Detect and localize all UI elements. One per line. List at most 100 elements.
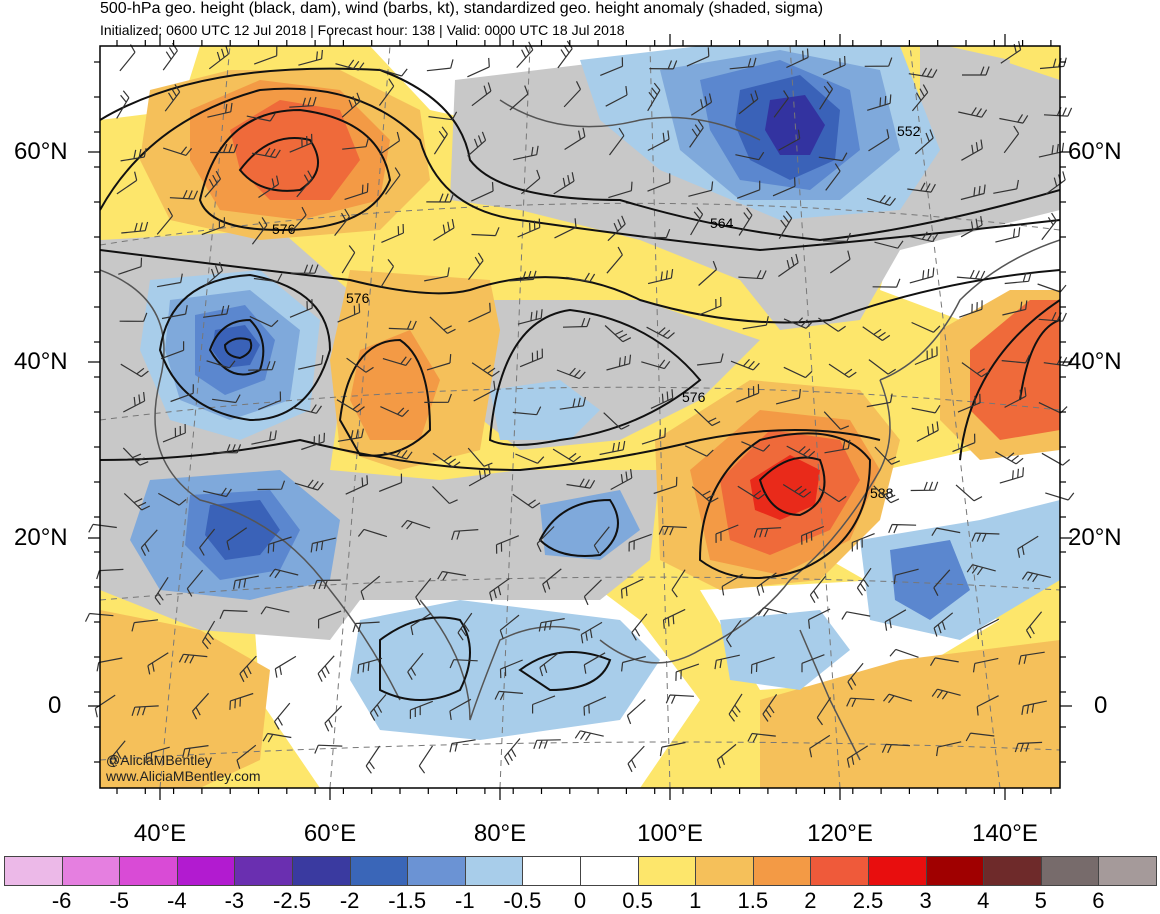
wind-barb: [388, 320, 417, 330]
wind-barb: [161, 305, 188, 320]
wind-barb: [357, 657, 383, 674]
wind-barb: [289, 299, 313, 318]
lon-label: 40°E: [133, 820, 187, 847]
wind-barb: [966, 564, 996, 576]
wind-barb: [809, 734, 831, 758]
lat-label-right: 60°N: [1068, 138, 1122, 165]
wind-barb: [246, 113, 276, 122]
wind-barb: [665, 694, 694, 704]
wind-barb: [415, 578, 432, 606]
wind-barb: [603, 412, 630, 430]
map-field: [100, 46, 1060, 788]
wind-barb: [583, 696, 607, 716]
wind-barb: [738, 269, 767, 280]
wind-barb: [736, 180, 761, 199]
wind-barb: [647, 130, 670, 152]
wind-barb: [378, 68, 408, 77]
wind-barb: [341, 245, 356, 274]
wind-barb: [433, 126, 448, 155]
wind-barb: [911, 84, 929, 112]
wind-barb: [345, 475, 369, 495]
wind-barb: [342, 137, 369, 150]
wind-barb: [868, 129, 890, 152]
wind-barb: [846, 745, 869, 768]
colorbar-swatch: [810, 856, 869, 886]
wind-barb: [424, 267, 450, 282]
wind-barb: [257, 480, 286, 491]
wind-barb: [169, 189, 199, 200]
wind-barb: [346, 357, 374, 373]
lat-label-right: 40°N: [1068, 348, 1122, 375]
wind-barb: [782, 483, 812, 498]
wind-barb: [911, 404, 941, 414]
wind-barb: [965, 732, 995, 742]
wind-barb: [933, 569, 951, 596]
wind-barb: [1038, 311, 1067, 322]
colorbar-swatch: [4, 856, 63, 886]
wind-barb: [337, 428, 364, 442]
wind-barb: [471, 362, 500, 377]
wind-barb: [122, 447, 149, 466]
wind-barb: [583, 579, 602, 606]
wind-barb: [959, 300, 983, 318]
wind-barb: [976, 695, 999, 716]
wind-barb: [914, 346, 938, 366]
wind-barb: [741, 441, 771, 452]
wind-barb: [432, 452, 461, 468]
wind-barb: [730, 358, 760, 371]
wind-barb: [145, 746, 170, 763]
wind-barb: [553, 172, 575, 195]
wind-barb: [641, 427, 666, 445]
wind-barb: [691, 486, 719, 503]
wind-barb: [426, 354, 452, 371]
masked-land: [920, 46, 1010, 200]
wind-barb: [884, 609, 907, 631]
anomaly-pos-2-5: [750, 455, 820, 520]
wind-barb: [334, 208, 350, 236]
wind-barb: [778, 253, 799, 277]
wind-barb: [88, 523, 117, 533]
wind-barb: [119, 312, 148, 322]
wind-barb: [429, 316, 456, 334]
wind-barb: [914, 129, 934, 155]
wind-barb: [559, 396, 586, 410]
wind-barb: [864, 57, 893, 67]
wind-barb: [409, 700, 434, 719]
wind-barb: [828, 363, 857, 378]
wind-barb: [608, 181, 633, 199]
wind-barb: [451, 529, 479, 541]
wind-barb: [697, 353, 724, 366]
wind-barb: [783, 317, 813, 329]
wind-barb: [202, 487, 232, 498]
wind-barb: [999, 114, 1029, 124]
wind-barb: [199, 528, 216, 556]
wind-barb: [203, 305, 230, 318]
wind-barb: [909, 267, 935, 284]
wind-barb: [296, 170, 313, 198]
wind-barb: [292, 404, 322, 414]
wind-barb: [866, 393, 893, 408]
wind-barb: [401, 519, 431, 530]
wind-barb: [267, 536, 292, 554]
colorbar-swatch: [407, 856, 466, 886]
wind-barb: [249, 315, 279, 328]
colorbar-label: -4: [167, 888, 187, 913]
wind-barb: [725, 619, 742, 648]
wind-barb: [933, 612, 954, 637]
wind-barb: [360, 575, 381, 600]
wind-barb: [313, 579, 341, 590]
wind-barb: [248, 360, 276, 371]
wind-barb: [783, 366, 813, 379]
wind-barb: [721, 573, 744, 596]
wind-barb: [352, 621, 380, 633]
wind-barb: [606, 246, 623, 274]
wind-barb: [120, 148, 147, 162]
wind-barb: [552, 448, 581, 463]
wind-barb: [808, 608, 831, 629]
wind-barb: [156, 207, 174, 235]
wind-barb: [627, 745, 645, 773]
wind-barb: [868, 359, 897, 375]
wind-barb: [131, 619, 159, 632]
wind-barb: [1002, 300, 1028, 316]
wind-barb: [563, 81, 582, 108]
